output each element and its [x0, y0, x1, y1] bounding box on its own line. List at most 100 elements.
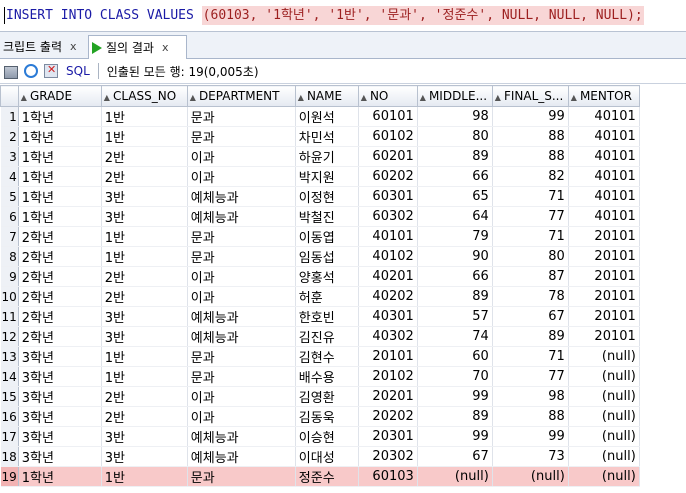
row-number[interactable]: 1	[0, 106, 19, 127]
column-header[interactable]: ▲ CLASS_NO	[100, 85, 188, 107]
table-cell[interactable]: 2학년	[18, 306, 102, 327]
row-number[interactable]: 18	[0, 446, 19, 467]
table-cell[interactable]: (null)	[492, 466, 569, 487]
table-cell[interactable]: 2학년	[18, 266, 102, 287]
table-cell[interactable]: 99	[417, 386, 493, 407]
table-cell[interactable]: (null)	[568, 366, 640, 387]
table-cell[interactable]: 2반	[101, 266, 188, 287]
table-cell[interactable]: 허훈	[295, 286, 359, 307]
sql-editor[interactable]: INSERT INTO CLASS VALUES (60103, '1학년', …	[0, 0, 686, 32]
table-row[interactable]: 3 1학년 2반 이과 하윤기 60201 89 88 40101	[0, 146, 640, 167]
table-cell[interactable]: 3학년	[18, 406, 102, 427]
table-cell[interactable]: 1반	[101, 226, 188, 247]
table-cell[interactable]: 64	[417, 206, 493, 227]
table-cell[interactable]: 1반	[101, 106, 188, 127]
column-header[interactable]: ▲ DEPARTMENT	[186, 85, 296, 107]
table-cell[interactable]: 하윤기	[295, 146, 359, 167]
table-cell[interactable]: 60202	[358, 166, 418, 187]
table-cell[interactable]: 60201	[358, 146, 418, 167]
table-cell[interactable]: 89	[492, 326, 569, 347]
table-cell[interactable]: 3학년	[18, 366, 102, 387]
table-row[interactable]: 9 2학년 2반 이과 양홍석 40201 66 87 20101	[0, 266, 640, 287]
column-header[interactable]: ▲ FINAL_S...	[491, 85, 569, 107]
table-cell[interactable]: 20101	[568, 226, 640, 247]
delete-icon[interactable]	[44, 63, 58, 78]
table-cell[interactable]: 3반	[101, 206, 188, 227]
table-cell[interactable]: 예체능과	[187, 426, 296, 447]
table-cell[interactable]: 이과	[187, 406, 296, 427]
table-cell[interactable]: 71	[492, 346, 569, 367]
table-cell[interactable]: 문과	[187, 226, 296, 247]
table-cell[interactable]: 문과	[187, 346, 296, 367]
table-cell[interactable]: 89	[417, 406, 493, 427]
table-cell[interactable]: 20201	[358, 386, 418, 407]
table-row[interactable]: 19 1학년 1반 문과 정준수 60103 (null) (null) (null)	[0, 466, 640, 487]
table-cell[interactable]: 문과	[187, 246, 296, 267]
table-cell[interactable]: 88	[492, 146, 569, 167]
table-cell[interactable]: 3반	[101, 186, 188, 207]
table-cell[interactable]: 3학년	[18, 386, 102, 407]
table-cell[interactable]: 박지원	[295, 166, 359, 187]
table-cell[interactable]: 73	[492, 446, 569, 467]
table-cell[interactable]: 20302	[358, 446, 418, 467]
table-cell[interactable]: 1학년	[18, 206, 102, 227]
table-cell[interactable]: 김영환	[295, 386, 359, 407]
table-cell[interactable]: 이승현	[295, 426, 359, 447]
table-cell[interactable]: 66	[417, 166, 493, 187]
table-cell[interactable]: 60102	[358, 126, 418, 147]
table-cell[interactable]: 양홍석	[295, 266, 359, 287]
table-cell[interactable]: 20301	[358, 426, 418, 447]
table-cell[interactable]: 40101	[568, 126, 640, 147]
table-cell[interactable]: 40202	[358, 286, 418, 307]
table-cell[interactable]: 60	[417, 346, 493, 367]
table-cell[interactable]: 1반	[101, 466, 188, 487]
row-number[interactable]: 12	[0, 326, 19, 347]
table-cell[interactable]: 60103	[358, 466, 418, 487]
table-cell[interactable]: 99	[417, 426, 493, 447]
table-row[interactable]: 8 2학년 1반 문과 임동섭 40102 90 80 20101	[0, 246, 640, 267]
table-cell[interactable]: 배수용	[295, 366, 359, 387]
table-row[interactable]: 1 1학년 1반 문과 이원석 60101 98 99 40101	[0, 106, 640, 127]
table-cell[interactable]: 문과	[187, 126, 296, 147]
table-cell[interactable]: 이과	[187, 266, 296, 287]
row-number[interactable]: 5	[0, 186, 19, 207]
table-cell[interactable]: 60301	[358, 186, 418, 207]
table-cell[interactable]: 3반	[101, 306, 188, 327]
table-row[interactable]: 6 1학년 3반 예체능과 박철진 60302 64 77 40101	[0, 206, 640, 227]
table-cell[interactable]: 차민석	[295, 126, 359, 147]
table-cell[interactable]: 1학년	[18, 146, 102, 167]
table-cell[interactable]: 66	[417, 266, 493, 287]
column-header[interactable]: ▲ GRADE	[17, 85, 102, 107]
table-cell[interactable]: 20101	[568, 286, 640, 307]
table-cell[interactable]: 2반	[101, 286, 188, 307]
row-number[interactable]: 2	[0, 126, 19, 147]
table-cell[interactable]: 20101	[568, 326, 640, 347]
row-number[interactable]: 14	[0, 366, 19, 387]
row-number[interactable]: 13	[0, 346, 19, 367]
table-cell[interactable]: 74	[417, 326, 493, 347]
column-header[interactable]: ▲ MENTOR	[567, 85, 640, 107]
row-number[interactable]: 4	[0, 166, 19, 187]
table-row[interactable]: 12 2학년 3반 예체능과 김진유 40302 74 89 20101	[0, 326, 640, 347]
row-number[interactable]: 10	[0, 286, 19, 307]
table-cell[interactable]: 88	[492, 126, 569, 147]
table-cell[interactable]: 2반	[101, 386, 188, 407]
table-cell[interactable]: 이정현	[295, 186, 359, 207]
table-cell[interactable]: 정준수	[295, 466, 359, 487]
table-cell[interactable]: 40302	[358, 326, 418, 347]
table-cell[interactable]: 20101	[568, 246, 640, 267]
table-cell[interactable]: 1반	[101, 346, 188, 367]
table-cell[interactable]: 2반	[101, 406, 188, 427]
table-cell[interactable]: 3학년	[18, 346, 102, 367]
table-cell[interactable]: 1반	[101, 246, 188, 267]
table-cell[interactable]: 이동엽	[295, 226, 359, 247]
table-cell[interactable]: 2학년	[18, 326, 102, 347]
row-number[interactable]: 19	[0, 466, 19, 487]
table-cell[interactable]: 이대성	[295, 446, 359, 467]
table-cell[interactable]: 78	[492, 286, 569, 307]
table-cell[interactable]: 임동섭	[295, 246, 359, 267]
table-cell[interactable]: 60302	[358, 206, 418, 227]
table-row[interactable]: 10 2학년 2반 이과 허훈 40202 89 78 20101	[0, 286, 640, 307]
table-row[interactable]: 16 3학년 2반 이과 김동욱 20202 89 88 (null)	[0, 406, 640, 427]
table-cell[interactable]: 67	[492, 306, 569, 327]
